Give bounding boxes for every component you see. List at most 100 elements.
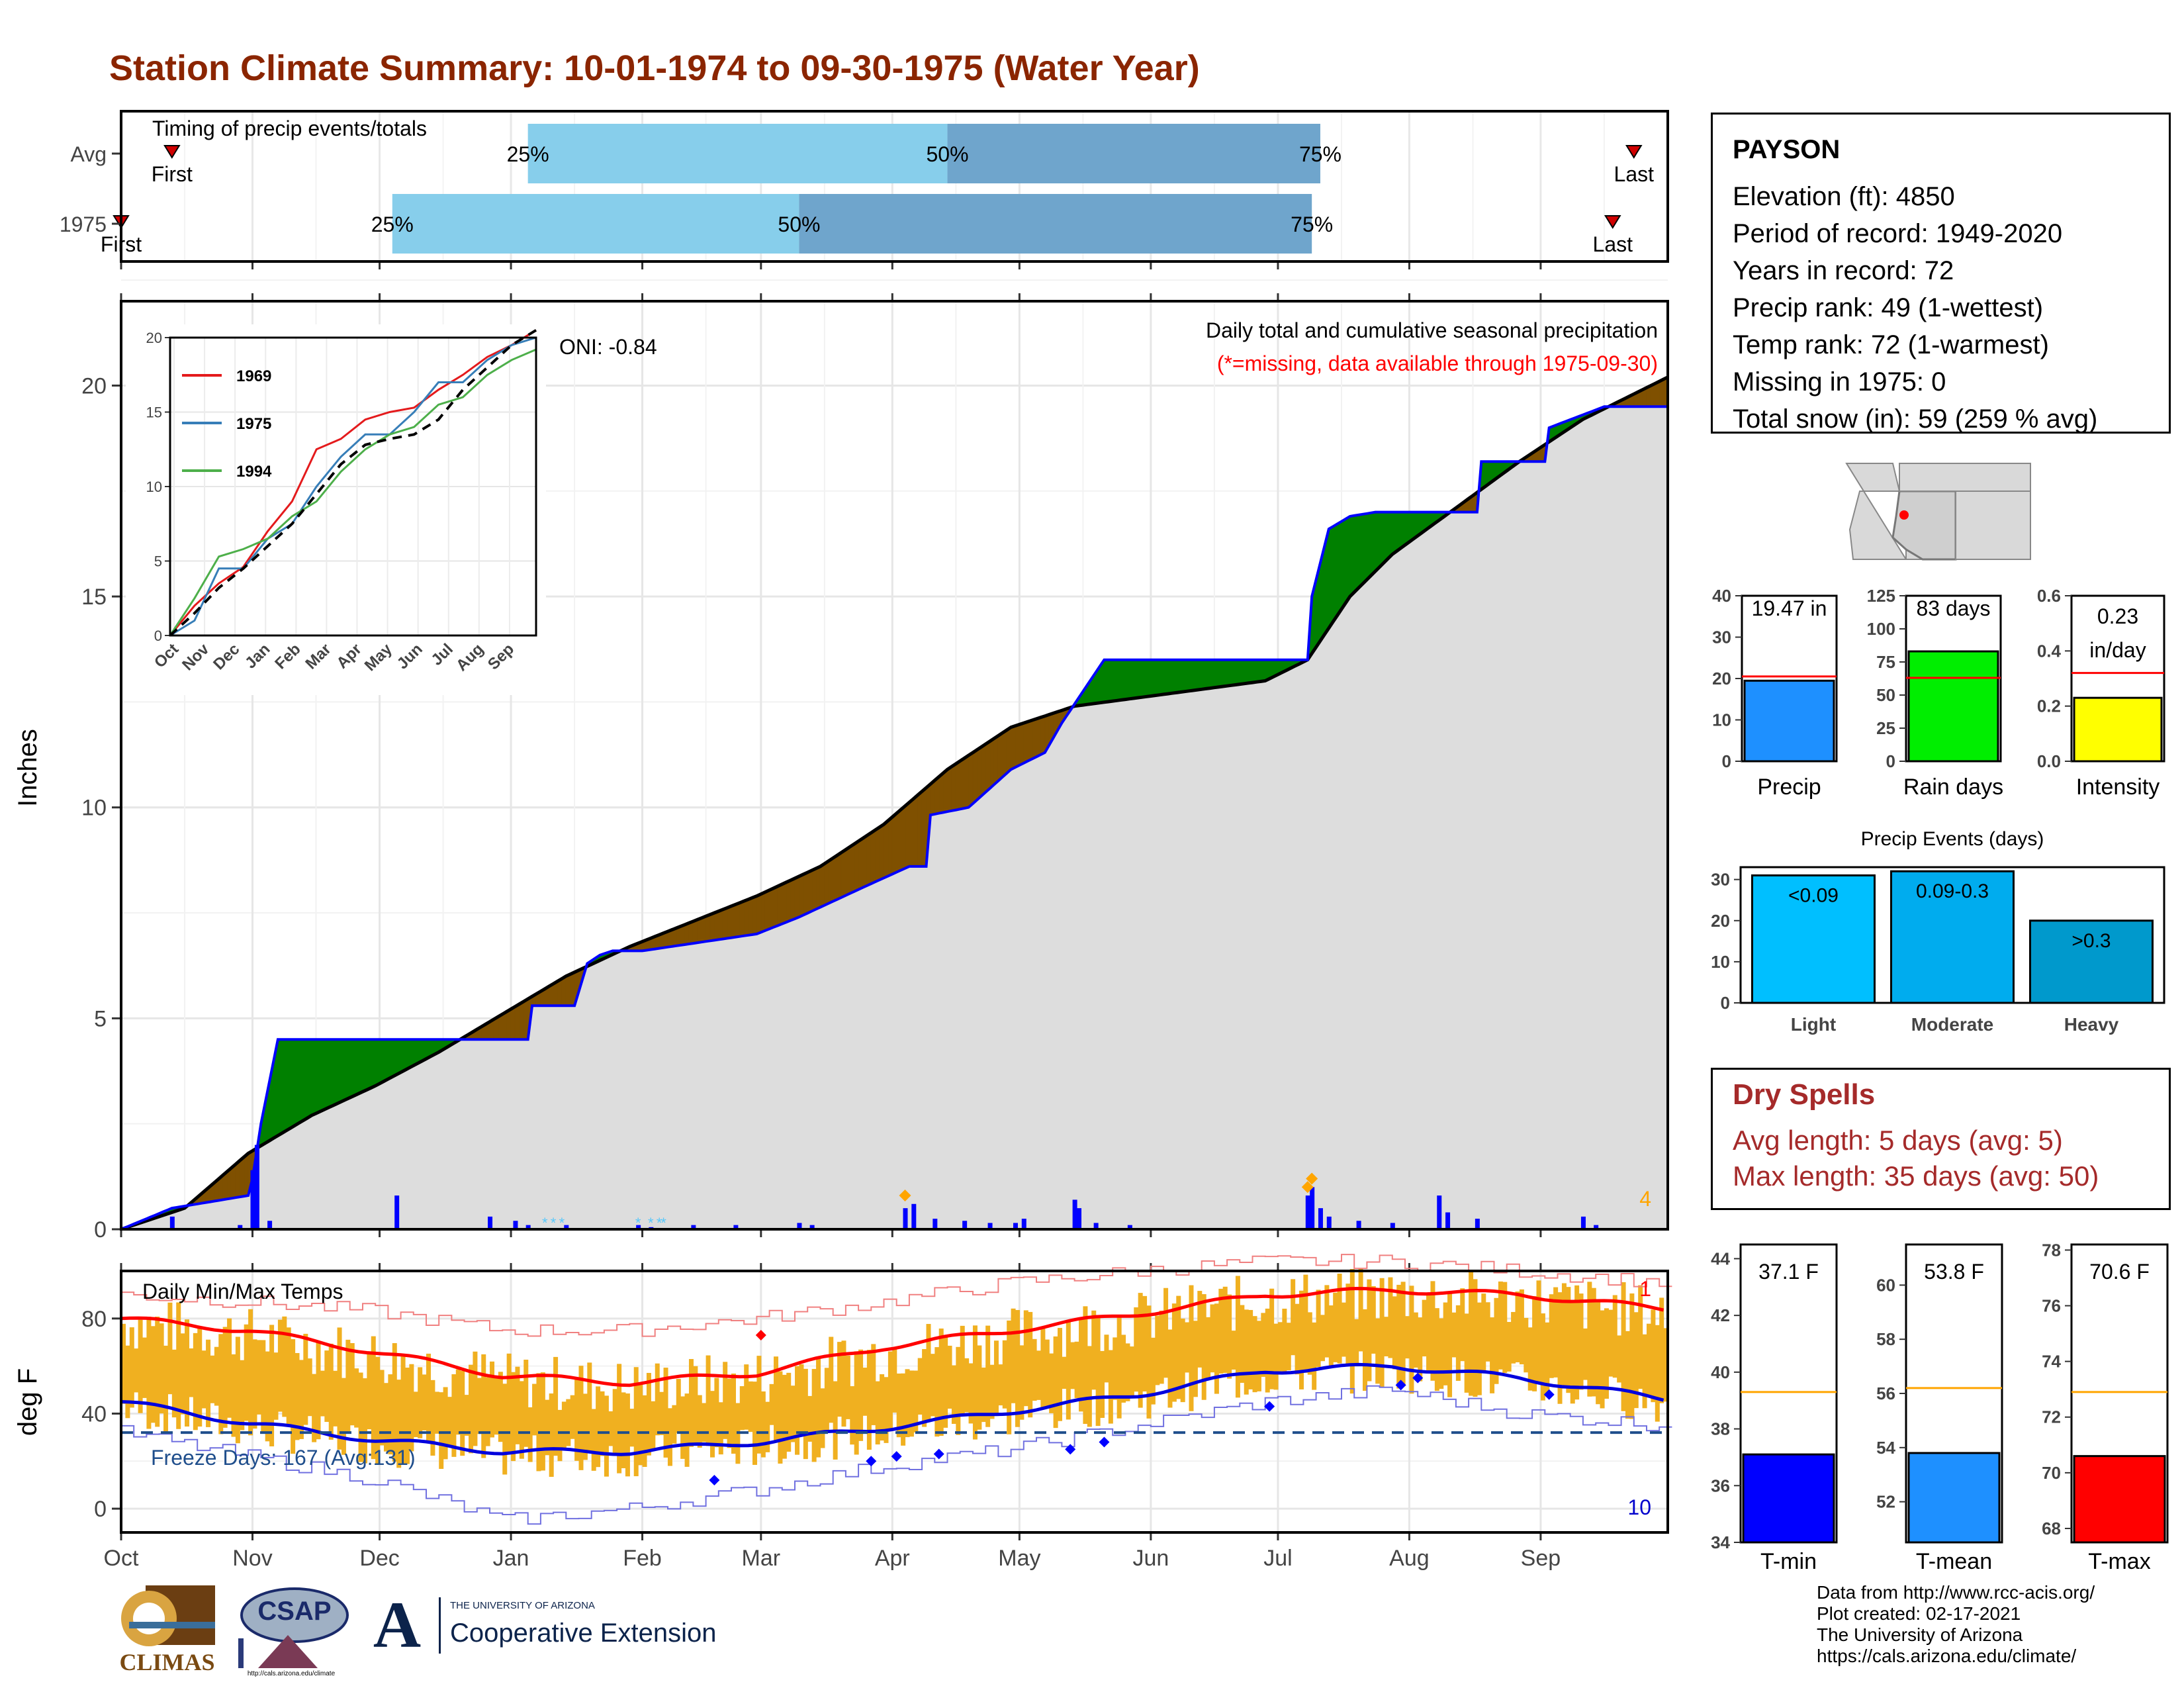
precip-snow-marker	[1301, 1181, 1314, 1194]
precip-daily-bar	[903, 1208, 908, 1229]
timing-label-25: 25%	[371, 212, 414, 236]
summary-ytick-label: 125	[1867, 586, 1895, 606]
temps-daily-bar	[600, 1391, 605, 1456]
precip-below-avg-fill	[731, 904, 736, 939]
temps-daily-bar	[1095, 1315, 1101, 1427]
temps-daily-bar	[727, 1378, 732, 1448]
temps-daily-bar	[697, 1395, 702, 1448]
temps-daily-bar	[930, 1354, 935, 1417]
temps-freeze-label: Freeze Days: 167 (Avg:131)	[151, 1446, 416, 1470]
precip-below-avg-fill	[866, 832, 872, 886]
precip-below-avg-fill	[934, 776, 940, 815]
precip-daily-bar	[797, 1223, 802, 1229]
tsummary-bar	[1907, 1452, 2001, 1544]
temps-daily-bar	[752, 1382, 758, 1465]
precip-daily-bar	[250, 1170, 255, 1229]
climas-logo-sun-core	[133, 1603, 165, 1634]
precip-above-avg-fill	[307, 1039, 312, 1119]
temps-daily-bar	[477, 1378, 482, 1434]
inset-ytick-label: 20	[146, 330, 162, 346]
temps-daily-bar	[354, 1368, 359, 1428]
precip-below-avg-fill	[786, 879, 792, 923]
precip-above-avg-fill	[341, 1039, 346, 1102]
precip-below-avg-fill	[845, 846, 850, 896]
temps-daily-bar	[841, 1340, 846, 1427]
temps-daily-bar	[197, 1327, 203, 1427]
precip-missing-marker: *	[542, 1215, 548, 1231]
summary-ytick-label: 25	[1876, 718, 1895, 738]
precip-above-avg-fill	[362, 1039, 367, 1093]
precip-daily-bar	[1326, 1216, 1332, 1229]
precip-below-avg-fill	[790, 878, 796, 921]
precip-above-avg-fill	[1226, 659, 1232, 686]
tsummary-name-label: T-mean	[1916, 1549, 1992, 1574]
page-title: Station Climate Summary: 10-01-1974 to 0…	[109, 48, 1200, 88]
precip-above-avg-fill	[366, 1039, 372, 1091]
temps-record-marker	[1264, 1401, 1275, 1412]
temps-daily-bar	[345, 1339, 351, 1432]
temps-daily-bar	[1277, 1322, 1283, 1372]
precip-below-avg-fill	[570, 971, 575, 1006]
temps-daily-bar	[642, 1395, 647, 1467]
events-bar-label: >0.3	[2071, 930, 2111, 952]
temps-daily-bar	[705, 1355, 711, 1446]
precip-corner-count: 4	[1639, 1187, 1651, 1211]
summary-ytick-label: 0.2	[2037, 696, 2061, 716]
inset-ytick-label: 15	[146, 404, 162, 421]
temps-daily-bar	[443, 1387, 448, 1460]
precip-above-avg-fill	[1375, 512, 1381, 573]
temps-ylabel: deg F	[13, 1368, 42, 1436]
events-ytick-label: 30	[1711, 870, 1730, 890]
ua-logo-a-icon: A	[373, 1588, 422, 1662]
precip-above-avg-fill	[396, 1039, 402, 1076]
temps-daily-bar	[176, 1302, 181, 1429]
temps-daily-bar	[392, 1343, 397, 1462]
precip-below-avg-fill	[997, 732, 1003, 782]
station-info-box: PAYSON Elevation (ft): 4850 Period of re…	[1711, 113, 2171, 434]
temps-daily-bar	[1176, 1295, 1181, 1399]
temps-daily-bar	[1439, 1318, 1444, 1389]
inset-frame	[169, 336, 537, 637]
temps-daily-bar	[222, 1327, 228, 1428]
temps-daily-bar	[523, 1360, 529, 1447]
ua-logo-divider	[439, 1597, 441, 1654]
summary-value-label: 83 days	[1916, 596, 1990, 620]
summary-name-label: Precip	[1757, 774, 1821, 800]
temps-daily-bar	[1608, 1309, 1614, 1377]
precip-below-avg-fill	[909, 798, 914, 867]
precip-below-avg-fill	[756, 893, 762, 935]
precip-above-avg-fill	[311, 1039, 317, 1116]
temps-avg-tmin-line	[120, 1362, 1664, 1456]
temps-daily-bar	[167, 1302, 173, 1395]
precip-above-avg-fill	[1231, 659, 1236, 686]
temps-daily-bar	[1058, 1328, 1063, 1421]
inset-legend-label: 1975	[236, 415, 271, 433]
summary-bar	[1743, 679, 1835, 763]
temps-daily-bar	[1007, 1320, 1012, 1434]
temps-daily-bar	[1604, 1308, 1609, 1399]
temps-daily-bar	[455, 1369, 461, 1435]
temps-record-tmax-line	[121, 1254, 1672, 1337]
precip-above-avg-fill	[320, 1039, 325, 1112]
csap-logo-text: CSAP	[257, 1597, 332, 1626]
precip-below-avg-fill	[739, 900, 745, 937]
summary-bar	[1907, 650, 1999, 763]
precip-below-avg-fill	[713, 910, 719, 941]
temps-daily-bar	[1578, 1293, 1584, 1390]
temps-daily-bar	[917, 1358, 923, 1415]
temps-daily-bar	[265, 1351, 270, 1442]
temps-daily-bar	[1142, 1295, 1148, 1391]
tsummary-ytick-label: 60	[1876, 1275, 1895, 1295]
temps-daily-bar	[655, 1363, 660, 1436]
precip-above-avg-fill	[413, 1039, 418, 1066]
temps-daily-bar	[159, 1323, 164, 1414]
temps-daily-bar	[1392, 1296, 1397, 1370]
temps-daily-bar	[1633, 1312, 1639, 1409]
temps-daily-bar	[400, 1354, 406, 1465]
precip-below-avg-fill	[244, 1152, 249, 1197]
precip-above-avg-fill	[1167, 659, 1173, 694]
precip-daily-bar	[636, 1225, 641, 1229]
summary-value-label: 0.23	[2097, 604, 2138, 628]
precip-daily-bar	[1475, 1219, 1480, 1229]
temps-record-marker	[755, 1329, 766, 1340]
